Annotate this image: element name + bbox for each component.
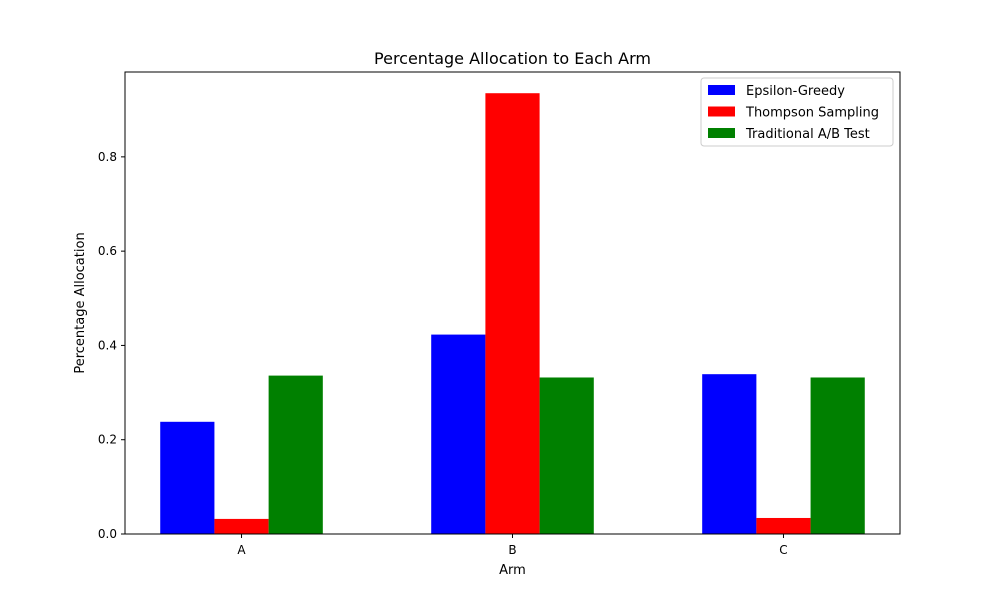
x-tick-label-a: A bbox=[237, 543, 246, 557]
y-tick-label: 0.4 bbox=[98, 338, 117, 352]
bar-thompson-sampling-c bbox=[756, 517, 811, 534]
x-tick-label-c: C bbox=[779, 543, 787, 557]
chart-title: Percentage Allocation to Each Arm bbox=[374, 49, 651, 68]
y-tick-label: 0.0 bbox=[98, 527, 117, 541]
y-tick-label: 0.2 bbox=[98, 433, 117, 447]
y-axis-label: Percentage Allocation bbox=[73, 232, 88, 373]
legend-label: Thompson Sampling bbox=[745, 106, 879, 121]
bar-traditional-a-b-test-c bbox=[810, 377, 865, 534]
x-tick-label-b: B bbox=[508, 543, 516, 557]
legend: Epsilon-Greedy Thompson Sampling Tradition… bbox=[700, 77, 894, 147]
bar-epsilon-greedy-b bbox=[431, 334, 486, 534]
bar-traditional-a-b-test-b bbox=[539, 377, 594, 534]
legend-label: Traditional A/B Test bbox=[745, 127, 870, 142]
y-tick-label: 0.8 bbox=[98, 150, 117, 164]
y-axis-ticks: 0.0 0.2 0.4 0.6 0.8 bbox=[98, 150, 125, 541]
legend-frame bbox=[700, 77, 894, 147]
legend-label: Epsilon-Greedy bbox=[746, 84, 845, 99]
legend-swatch bbox=[708, 128, 735, 138]
bar-epsilon-greedy-a bbox=[160, 421, 215, 534]
legend-swatch bbox=[708, 85, 735, 95]
x-axis-ticks: A B C bbox=[237, 534, 788, 557]
x-axis-label: Arm bbox=[499, 563, 526, 578]
bar-thompson-sampling-b bbox=[485, 93, 540, 534]
bar-traditional-a-b-test-a bbox=[268, 375, 323, 534]
legend-swatch bbox=[708, 106, 735, 117]
y-tick-label: 0.6 bbox=[98, 244, 117, 258]
bars-group bbox=[160, 93, 865, 534]
bar-epsilon-greedy-c bbox=[702, 374, 757, 534]
bar-thompson-sampling-a bbox=[214, 518, 269, 534]
